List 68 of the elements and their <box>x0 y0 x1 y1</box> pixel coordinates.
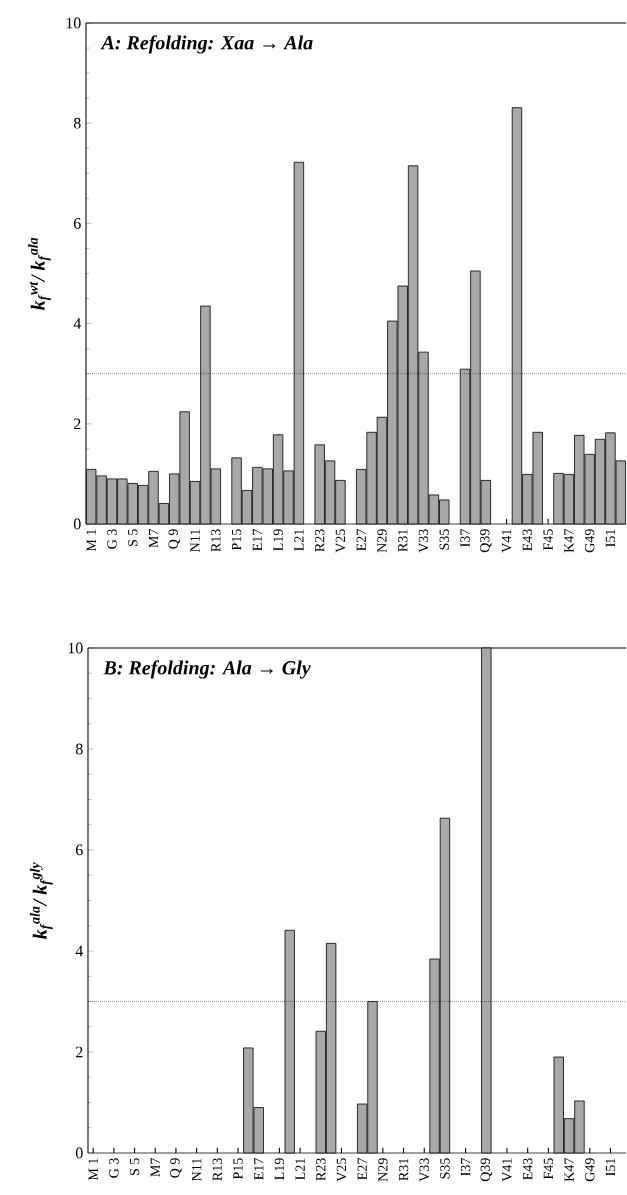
x-tick-label: R13 <box>211 529 221 552</box>
x-tick-label: V33 <box>419 1158 430 1182</box>
x-tick-label: F45 <box>543 529 554 551</box>
y-tick-label: 0 <box>76 1147 83 1159</box>
y-axis-title: k$_{f}$$^{ala}$/ k$_{f}$gly <box>30 862 54 939</box>
x-tick-label: Q 9 <box>170 1158 182 1178</box>
x-tick-label: V25 <box>336 1158 347 1182</box>
y-tick-label: 8 <box>76 743 83 755</box>
x-tick-label: S35 <box>440 1158 450 1179</box>
x-tick-label: P15 <box>232 529 242 551</box>
x-tick-label: E27 <box>356 529 367 551</box>
y-tick-label: 4 <box>75 945 84 957</box>
x-tick-label: I51 <box>606 1158 616 1176</box>
x-tick-label: R13 <box>212 1158 223 1181</box>
x-tick-label: E17 <box>252 529 263 551</box>
y-tick-label: 2 <box>76 1046 83 1058</box>
x-tick-label: M 1 <box>88 1158 99 1181</box>
x-tick-label: R23 <box>316 1158 326 1181</box>
y-tick-label: 8 <box>74 117 81 129</box>
x-tick-label: E43 <box>523 1158 533 1180</box>
x-tick-label: L19 <box>274 1158 285 1180</box>
x-tick-label: E43 <box>522 529 533 551</box>
x-tick-label: N11 <box>190 529 200 552</box>
y-tick-label: 6 <box>74 218 82 229</box>
y-tick-label: 10 <box>66 17 81 29</box>
y-tick-label: 2 <box>74 418 81 430</box>
x-tick-label: E17 <box>254 1158 264 1180</box>
x-tick-label: M 1 <box>86 529 97 552</box>
x-tick-label: V25 <box>335 529 346 553</box>
x-tick-label: R31 <box>399 1158 409 1181</box>
x-tick-label: G49 <box>585 529 595 553</box>
text: A: Refolding: Xaa → Ala <box>100 35 313 54</box>
x-tick-label: L21 <box>295 1158 305 1180</box>
x-tick-label: Q 9 <box>168 529 181 549</box>
y-tick-label: 6 <box>76 844 84 856</box>
x-tick-label: F45 <box>543 1158 554 1180</box>
x-tick-label: V33 <box>418 529 429 553</box>
x-tick-label: I37 <box>461 1158 471 1176</box>
x-tick-label: G 3 <box>109 1158 119 1178</box>
x-tick-label: E27 <box>357 1158 368 1180</box>
x-tick-label: S35 <box>439 529 450 550</box>
x-tick-label: I37 <box>460 529 470 547</box>
x-tick-label: Q39 <box>480 1158 493 1182</box>
x-tick-label: L21 <box>294 529 304 551</box>
x-tick-label: L19 <box>273 529 284 551</box>
x-tick-label: S 5 <box>128 529 138 547</box>
x-tick-label: R23 <box>315 529 325 552</box>
x-tick-label: Q39 <box>480 529 492 553</box>
x-tick-label: V41 <box>502 529 512 553</box>
text: B: Refolding: Ala → Gly <box>103 660 311 679</box>
x-tick-label: M7 <box>150 1158 161 1177</box>
x-tick-label: G49 <box>585 1158 595 1182</box>
x-tick-label: M7 <box>149 529 159 548</box>
y-tick-label: 0 <box>74 518 81 530</box>
x-tick-label: G 3 <box>107 529 117 549</box>
x-tick-label: I51 <box>605 529 616 547</box>
x-tick-label: S 5 <box>130 1158 140 1176</box>
x-tick-label: P15 <box>233 1158 243 1180</box>
x-tick-label: K47 <box>564 529 574 553</box>
y-tick-label: 4 <box>73 318 82 329</box>
x-tick-label: R31 <box>398 529 408 552</box>
x-tick-label: N29 <box>377 529 387 553</box>
x-tick-label: N29 <box>378 1158 388 1182</box>
x-tick-label: K47 <box>564 1158 574 1182</box>
y-axis-title: k$_{f}$$^{wt}$/ k$_{f}$ala <box>28 237 52 311</box>
y-tick-label: 10 <box>68 642 83 654</box>
x-tick-label: N11 <box>192 1158 202 1181</box>
x-tick-label: V41 <box>502 1158 512 1182</box>
